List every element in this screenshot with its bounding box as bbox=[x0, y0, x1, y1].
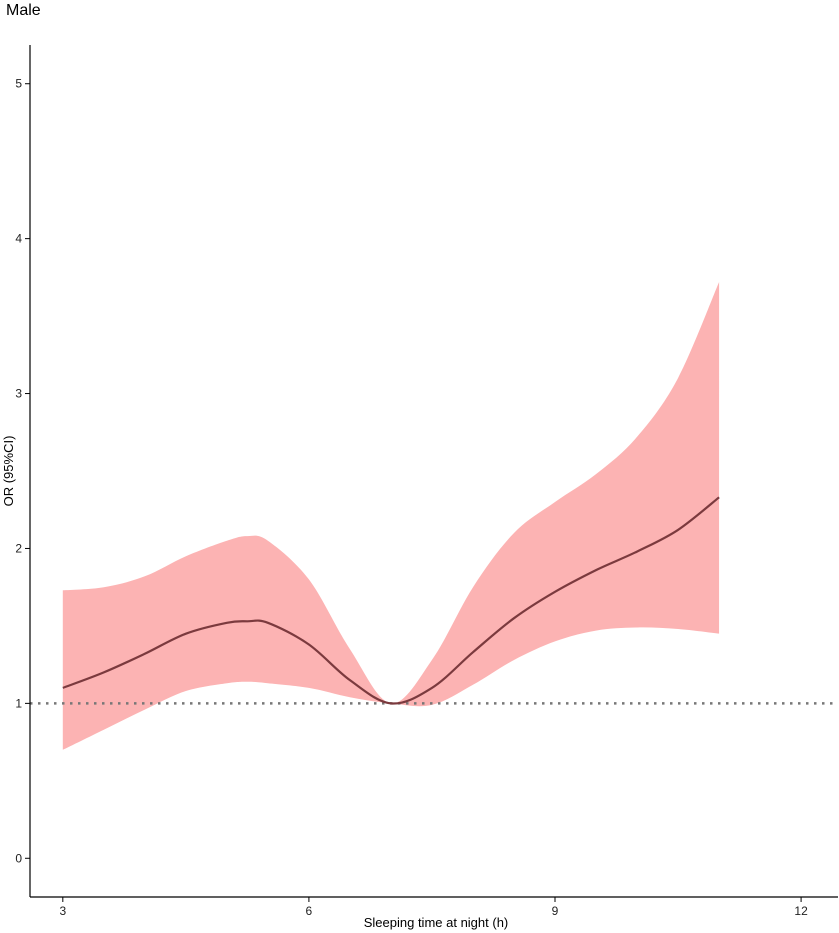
y-tick-label: 4 bbox=[15, 232, 22, 246]
y-tick-label: 5 bbox=[15, 77, 22, 91]
or-line bbox=[62, 496, 720, 705]
confidence-band bbox=[62, 282, 720, 750]
or-line-layer bbox=[62, 496, 720, 705]
x-tick-label: 6 bbox=[306, 904, 313, 918]
y-tick-label: 1 bbox=[15, 696, 22, 710]
x-axis-label: Sleeping time at night (h) bbox=[364, 915, 509, 930]
y-axis-ticks: 0 1 2 3 4 5 bbox=[15, 77, 30, 865]
confidence-band-layer bbox=[62, 282, 720, 750]
x-tick-label: 3 bbox=[59, 904, 66, 918]
y-tick-label: 0 bbox=[15, 851, 22, 865]
chart-title: Male bbox=[6, 2, 41, 19]
y-axis-label: OR (95%CI) bbox=[1, 436, 16, 507]
x-axis-ticks: 3 6 9 12 bbox=[59, 897, 808, 918]
y-tick-label: 3 bbox=[15, 387, 22, 401]
x-tick-label: 12 bbox=[794, 904, 808, 918]
y-tick-label: 2 bbox=[15, 541, 22, 555]
x-tick-label: 9 bbox=[552, 904, 559, 918]
